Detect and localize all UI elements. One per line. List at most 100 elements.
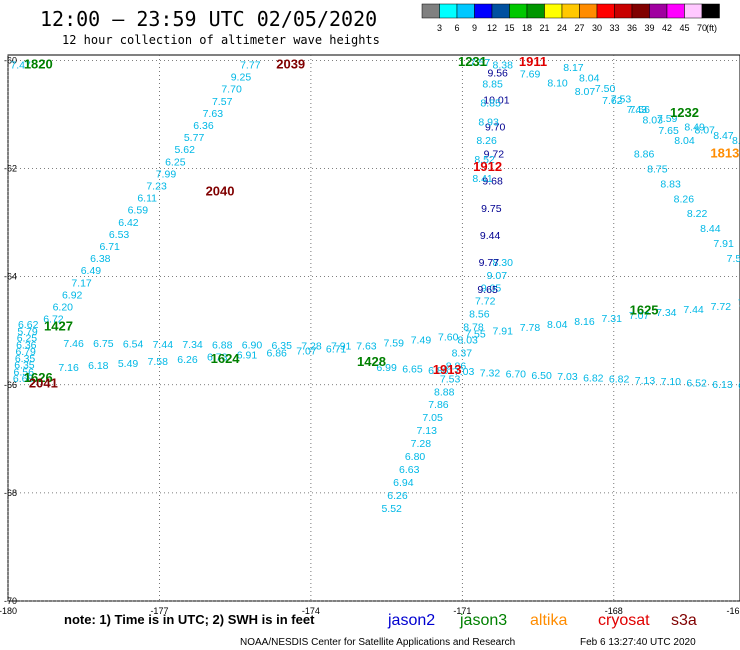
wave-height-value: 7.03: [557, 371, 578, 383]
lon-label: -16: [726, 606, 739, 616]
wave-height-value: 6.71: [99, 241, 120, 253]
wave-height-value: 7.13: [635, 375, 656, 387]
wave-height-value: 7.07: [629, 310, 650, 322]
wave-height-value: 8.37: [452, 347, 473, 359]
lon-label: -180: [0, 606, 17, 616]
wave-height-value: 5.52: [381, 503, 402, 515]
scale-label: 12: [487, 23, 497, 33]
wave-height-value: 7.59: [383, 338, 404, 350]
wave-height-value: 5.62: [174, 144, 195, 156]
pass-time-label: 2041: [29, 375, 58, 390]
lat-label: -66: [4, 380, 17, 390]
wave-height-value: 10.01: [483, 95, 509, 107]
wave-height-value: 6.50: [531, 370, 552, 382]
wave-height-value: 6.36: [193, 120, 214, 132]
wave-height-value: 6.26: [177, 354, 198, 366]
wave-height-value: 8.83: [660, 178, 681, 190]
wave-height-value: 6.11: [137, 193, 157, 205]
pass-time-label: 1626: [24, 370, 53, 385]
wave-height-value: 7.13: [417, 425, 438, 437]
wave-height-value: 5.79: [17, 326, 38, 338]
wave-height-value: 7.60: [438, 331, 459, 343]
scale-swatch: [579, 3, 598, 19]
wave-height-value: 7.53: [440, 373, 461, 385]
wave-height-value: 7.69: [520, 68, 541, 80]
pass-time-label: 1232: [670, 105, 699, 120]
wave-height-value: 6.86: [266, 348, 287, 360]
wave-height-value: 6.72: [43, 314, 64, 326]
pass-time-label: 2039: [276, 57, 305, 72]
wave-height-value: 7.44: [683, 304, 704, 316]
pass-time-labels: 1820 2039 1231 1911 1232 1813 2040 1912 1625 1427…: [24, 54, 739, 391]
wave-height-value: 7.34: [182, 339, 203, 351]
wave-height-value: 7.50: [595, 83, 616, 95]
wave-height-value: 7.43: [627, 104, 648, 116]
scale-label: 70: [697, 23, 707, 33]
scale-swatch: [509, 3, 528, 19]
wave-height-value: 6.65: [402, 364, 423, 376]
wave-height-value: 9.05: [481, 283, 502, 295]
scale-swatch: [666, 3, 685, 19]
scale-swatch: [456, 3, 475, 19]
wave-height-value: 8.86: [634, 149, 655, 161]
wave-height-value: 7.49: [411, 334, 432, 346]
scale-swatch: [544, 3, 563, 19]
wave-height-value: 8.04: [579, 73, 600, 85]
wave-height-value: 7.32: [480, 367, 501, 379]
wave-height-value: 6.75: [93, 338, 114, 350]
graticule: [7, 55, 740, 602]
wave-height-value: 9.72: [484, 149, 505, 161]
legend-entry: jason3: [459, 612, 507, 629]
wave-height-value: 7.63: [356, 341, 377, 353]
wave-height-value: 8.88: [434, 386, 455, 398]
scale-unit: (ft): [706, 23, 717, 33]
scale-swatch: [421, 3, 440, 19]
wave-height-value: 8.30: [493, 257, 514, 269]
lat-label: -68: [4, 488, 17, 498]
wave-height-value: 6.94: [393, 477, 414, 489]
wave-height-value: 8.85: [480, 97, 501, 109]
wave-height-value: 6.99: [376, 362, 397, 374]
map-title: 12:00 — 23:59 UTC 02/05/2020: [40, 7, 377, 31]
color-scale-legend: 3 6 9 12 15 18 21 24 27 30 33 36 39 42 45 70(ft): [421, 3, 720, 33]
wave-height-value: 7.58: [148, 356, 169, 368]
wave-height-value: 7.91: [331, 341, 352, 353]
lon-label: -168: [605, 606, 623, 616]
wave-height-value: 9.77: [479, 257, 500, 269]
wave-height-value: 6.62: [18, 319, 39, 331]
wave-height-value: 7.55: [465, 328, 486, 340]
scale-label: 24: [557, 23, 567, 33]
scale-swatch: [491, 3, 510, 19]
wave-height-value: 8.26: [674, 193, 695, 205]
wave-height-value: 7.44: [153, 339, 174, 351]
pass-time-label: 1911: [519, 54, 547, 69]
scale-swatch: [596, 3, 615, 19]
wave-height-value: 6.56: [14, 366, 35, 378]
pass-time-label: 1913: [433, 362, 462, 377]
wave-height-value: 8.10: [547, 77, 568, 89]
lat-label: -60: [4, 55, 17, 65]
wave-height-value: 7.91: [713, 238, 734, 250]
wave-height-value: 8.38: [493, 60, 514, 72]
wave-height-value: 8.93: [478, 116, 499, 128]
wave-height-value: 5.49: [118, 358, 139, 370]
wave-height-value: 9.25: [231, 72, 252, 84]
wave-height-value: 6.16: [738, 380, 740, 392]
wave-height-value: 7.72: [711, 301, 732, 313]
wave-height-value: 6.59: [128, 205, 149, 217]
scale-label: 45: [679, 23, 689, 33]
wave-height-value: 7.62: [602, 95, 623, 107]
wave-height-value: 8.07: [694, 124, 715, 136]
scale-label: 39: [644, 23, 654, 33]
wave-height-value: 8.78: [463, 322, 484, 334]
wave-height-value: 8.22: [732, 135, 740, 147]
wave-height-value: 6.42: [118, 217, 139, 229]
wave-height-value: 8.04: [547, 319, 568, 331]
wave-height-value: 6.86: [428, 365, 449, 377]
wave-height-value: 6.73: [207, 352, 228, 364]
wave-height-value: 9.68: [482, 176, 503, 188]
wave-height-value: 8.41: [472, 173, 493, 185]
wave-height-value: 8.44: [700, 223, 721, 235]
wave-height-value: 7.05: [422, 412, 443, 424]
map-subtitle: 12 hour collection of altimeter wave hei…: [62, 33, 380, 47]
